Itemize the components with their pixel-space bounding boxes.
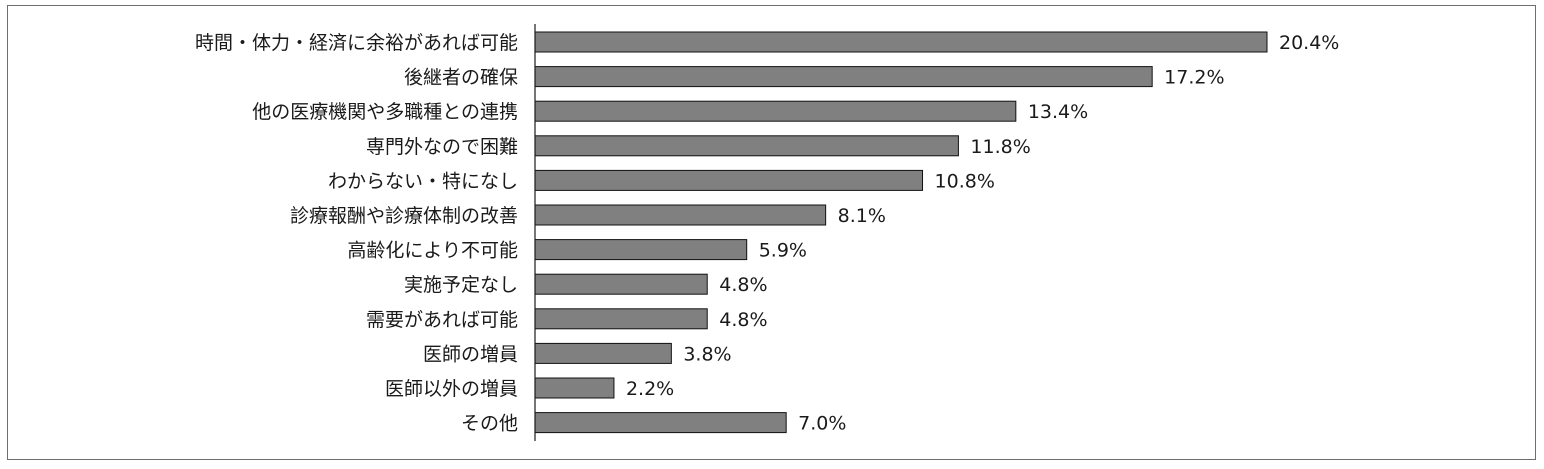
value-label: 11.8% — [970, 136, 1030, 158]
bar — [534, 204, 827, 226]
bar — [534, 31, 1268, 53]
category-label: 需要があれば可能 — [366, 309, 518, 331]
value-label: 8.1% — [838, 205, 886, 227]
category-label: 後継者の確保 — [404, 67, 518, 89]
category-labels: 時間・体力・経済に余裕があれば可能後継者の確保他の医療機関や多職種との連携専門外… — [195, 32, 518, 435]
category-label: 医師の増員 — [423, 343, 518, 365]
value-label: 17.2% — [1164, 67, 1224, 89]
bar — [534, 66, 1153, 88]
value-label: 7.0% — [798, 413, 846, 435]
value-label: 4.8% — [719, 274, 767, 296]
bar — [534, 342, 672, 364]
value-label: 3.8% — [683, 343, 731, 365]
category-label: 時間・体力・経済に余裕があれば可能 — [195, 32, 518, 54]
bar — [534, 239, 748, 261]
bar — [534, 377, 615, 399]
bar — [534, 135, 959, 157]
bar — [534, 273, 708, 295]
category-label: 医師以外の増員 — [385, 378, 518, 400]
category-label: その他 — [461, 413, 518, 435]
category-label: 高齢化により不可能 — [347, 240, 518, 262]
value-label: 5.9% — [759, 240, 807, 262]
value-label: 2.2% — [626, 378, 674, 400]
bar — [534, 100, 1017, 122]
value-label: 20.4% — [1279, 32, 1339, 54]
value-label: 4.8% — [719, 309, 767, 331]
bar — [534, 412, 787, 434]
category-label: 専門外なので困難 — [366, 136, 518, 158]
category-label: 診療報酬や診療体制の改善 — [290, 205, 518, 227]
value-label: 13.4% — [1028, 101, 1088, 123]
bars-layer — [534, 31, 1268, 434]
bar — [534, 308, 708, 330]
category-label: 実施予定なし — [404, 274, 518, 296]
category-label: 他の医療機関や多職種との連携 — [252, 101, 518, 123]
bar — [534, 169, 924, 191]
value-label: 10.8% — [935, 170, 995, 192]
category-label: わからない・特になし — [328, 170, 518, 192]
value-labels: 20.4% 17.2% 13.4% 11.8% 10.8% 8.1% 5.9% 4.8% 4.8… — [626, 32, 1339, 435]
